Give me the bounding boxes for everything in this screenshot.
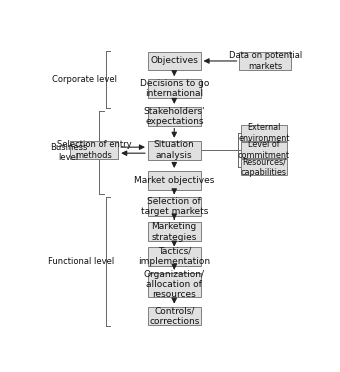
FancyBboxPatch shape	[148, 79, 201, 98]
Text: Corporate level: Corporate level	[52, 75, 117, 84]
FancyBboxPatch shape	[148, 107, 201, 126]
Text: Marketing
strategies: Marketing strategies	[152, 222, 197, 241]
FancyBboxPatch shape	[241, 125, 287, 141]
FancyBboxPatch shape	[148, 307, 201, 326]
Text: Organization/
allocation of
resources: Organization/ allocation of resources	[144, 270, 205, 299]
Text: Decisions to go
international: Decisions to go international	[139, 79, 209, 98]
Text: Stakeholders'
expectations: Stakeholders' expectations	[143, 106, 205, 126]
Text: Business
level: Business level	[50, 143, 87, 163]
Text: Selection of entry
methods: Selection of entry methods	[56, 141, 131, 160]
Text: Data on potential
markets: Data on potential markets	[228, 51, 302, 71]
FancyBboxPatch shape	[148, 171, 201, 190]
FancyBboxPatch shape	[148, 273, 201, 296]
Text: Objectives: Objectives	[150, 57, 198, 65]
Text: Tactics/
implementation: Tactics/ implementation	[138, 247, 210, 266]
FancyBboxPatch shape	[69, 141, 118, 159]
FancyBboxPatch shape	[241, 160, 287, 175]
Text: Level of
commitment: Level of commitment	[238, 141, 290, 160]
Text: Functional level: Functional level	[48, 257, 115, 266]
Text: Resources/
capabilities: Resources/ capabilities	[241, 158, 287, 177]
FancyBboxPatch shape	[148, 247, 201, 266]
FancyBboxPatch shape	[148, 141, 201, 160]
Text: External
environment: External environment	[238, 124, 290, 143]
FancyBboxPatch shape	[148, 197, 201, 216]
FancyBboxPatch shape	[148, 222, 201, 241]
FancyBboxPatch shape	[148, 52, 201, 70]
Text: Selection of
target markets: Selection of target markets	[140, 197, 208, 217]
Text: Controls/
corrections: Controls/ corrections	[149, 306, 200, 326]
Text: Situation
analysis: Situation analysis	[154, 141, 194, 160]
FancyBboxPatch shape	[241, 142, 287, 158]
Text: Market objectives: Market objectives	[134, 176, 215, 185]
FancyBboxPatch shape	[239, 52, 291, 70]
